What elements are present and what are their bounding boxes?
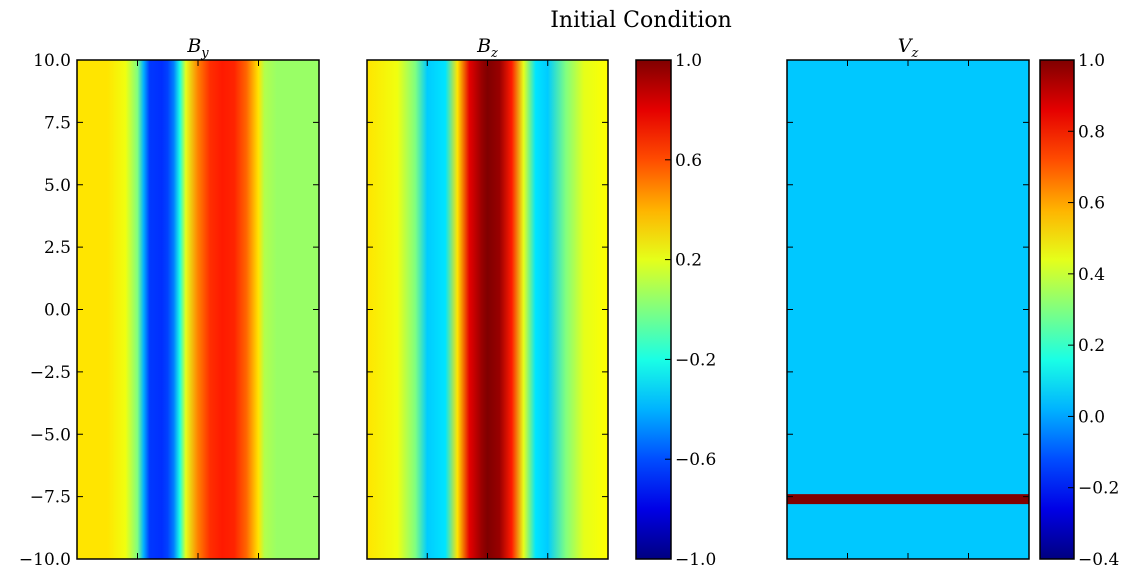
colorbar: 1.0 0.8 0.6 0.4 0.2 0.0 −0.2 −0.4 [1039, 51, 1119, 570]
ytick-label: 2.5 [44, 238, 71, 258]
colorbar-tick-label: −0.2 [1078, 479, 1119, 499]
colorbar-gradient [636, 60, 671, 559]
colorbar-frame [635, 59, 672, 560]
panel-title-symbol: B [186, 35, 201, 57]
colorbar-tick-label: −1.0 [675, 550, 716, 570]
colorbar-tick-label: −0.6 [675, 450, 716, 470]
ytick-label: 10.0 [33, 51, 71, 71]
panel-1: 10.0 7.5 5.0 2.5 0.0 −2.5 −5.0 −7.5 −10.0 By [19, 35, 320, 570]
colorbar-frame [1039, 59, 1075, 560]
figure-suptitle: Initial Condition [550, 8, 732, 33]
panel-title-symbol: B [476, 35, 491, 57]
panel-title-symbol: V [898, 35, 914, 57]
heatmap-field [77, 60, 319, 559]
colorbar-tick-label: 0.8 [1078, 122, 1105, 142]
colorbar-gradient [1040, 60, 1074, 559]
colorbar-tick-label: 0.6 [675, 151, 702, 171]
panel-title: Bz [476, 35, 498, 61]
colorbar-tick-label: −0.4 [1078, 550, 1119, 570]
ytick-label: −5.0 [30, 425, 71, 445]
panel-3: Vz [786, 35, 1030, 560]
panel-2: Bz [366, 35, 609, 560]
colorbar-tick-label: 0.4 [1078, 265, 1105, 285]
panel-title-subscript: y [200, 46, 209, 61]
heatmap-band [787, 494, 1029, 505]
ytick-label: −7.5 [30, 488, 71, 508]
ytick-label: −2.5 [30, 363, 71, 383]
panel-title: By [186, 35, 209, 61]
colorbar-tick-label: −0.2 [675, 350, 716, 370]
colorbar: 1.0 0.6 0.2 −0.2 −0.6 −1.0 [635, 51, 716, 570]
colorbar-tick-label: 1.0 [675, 51, 702, 71]
ytick-label: −10.0 [19, 550, 71, 570]
colorbar-tick-label: 1.0 [1078, 51, 1105, 71]
colorbar-tick-label: 0.2 [1078, 336, 1105, 356]
panel-title-subscript: z [490, 46, 498, 61]
panel-title-subscript: z [910, 46, 918, 61]
colorbar-tick-label: 0.0 [1078, 407, 1105, 427]
colorbar-tick-label: 0.6 [1078, 194, 1105, 214]
ytick-label: 7.5 [44, 113, 71, 133]
heatmap-field [367, 60, 608, 559]
ytick-label: 5.0 [44, 176, 71, 196]
ytick-label: 0.0 [44, 301, 71, 321]
panel-title: Vz [898, 35, 919, 61]
heatmap-field [787, 60, 1029, 559]
colorbar-tick-label: 0.2 [675, 251, 702, 271]
